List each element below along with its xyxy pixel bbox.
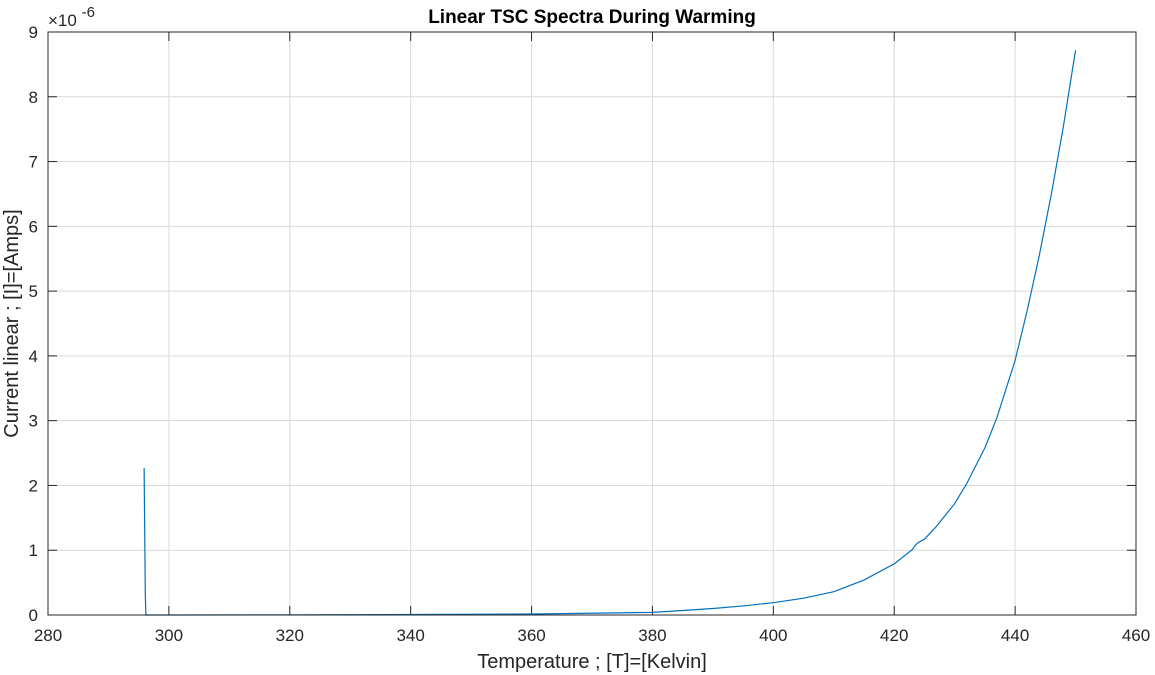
x-tick-label: 300 bbox=[155, 626, 183, 645]
y-tick-label: 3 bbox=[29, 412, 38, 431]
y-tick-label: 0 bbox=[29, 606, 38, 625]
x-tick-label: 360 bbox=[517, 626, 545, 645]
y-multiplier: ×10 -6 bbox=[48, 4, 95, 30]
y-tick-label: 8 bbox=[29, 88, 38, 107]
x-tick-label: 320 bbox=[276, 626, 304, 645]
plot-background bbox=[48, 32, 1136, 615]
x-tick-label: 340 bbox=[396, 626, 424, 645]
y-tick-label: 9 bbox=[29, 23, 38, 42]
y-tick-labels: 0 1 2 3 4 5 6 7 8 9 bbox=[29, 23, 38, 625]
y-axis-label: Current linear ; [I]=[Amps] bbox=[1, 209, 23, 437]
y-tick-label: 7 bbox=[29, 153, 38, 172]
grid-lines bbox=[48, 32, 1136, 615]
y-tick-label: 6 bbox=[29, 217, 38, 236]
y-tick-label: 4 bbox=[29, 347, 38, 366]
x-axis-label: Temperature ; [T]=[Kelvin] bbox=[477, 651, 707, 673]
plot-frame bbox=[47, 31, 1137, 616]
x-tick-label: 280 bbox=[34, 626, 62, 645]
x-tick-label: 420 bbox=[880, 626, 908, 645]
x-tick-label: 380 bbox=[638, 626, 666, 645]
y-tick-label: 2 bbox=[29, 476, 38, 495]
x-tick-labels: 280 300 320 340 360 380 400 420 440 460 bbox=[34, 626, 1150, 645]
y-tick-label: 1 bbox=[29, 541, 38, 560]
x-tick-label: 460 bbox=[1122, 626, 1150, 645]
y-multiplier-base: ×10 bbox=[48, 11, 77, 30]
chart-title: Linear TSC Spectra During Warming bbox=[428, 7, 756, 28]
series-line bbox=[143, 50, 1077, 616]
x-tick-label: 400 bbox=[759, 626, 787, 645]
x-tick-label: 440 bbox=[1001, 626, 1029, 645]
y-tick-label: 5 bbox=[29, 282, 38, 301]
y-multiplier-exponent: -6 bbox=[82, 4, 95, 21]
